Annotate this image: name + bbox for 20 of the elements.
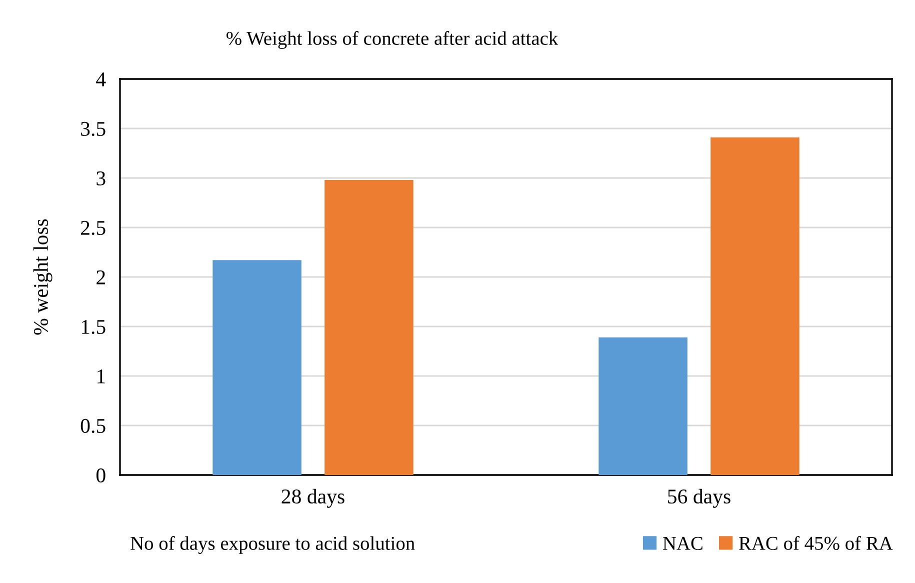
bar xyxy=(598,337,688,475)
bar xyxy=(324,180,414,475)
y-tick-label: 1 xyxy=(98,369,105,384)
bar xyxy=(710,137,800,475)
y-tick-label: 2.5 xyxy=(80,220,106,236)
y-tick-label: 0 xyxy=(96,468,106,482)
bar xyxy=(212,260,302,475)
legend-label: NAC xyxy=(662,536,702,550)
y-tick-label: 3.5 xyxy=(81,122,106,136)
chart-title: % Weight loss of concrete after acid attack xyxy=(226,31,558,49)
y-tick-label: 1.5 xyxy=(82,320,106,334)
y-tick-label: 4 xyxy=(96,72,106,86)
legend-label: RAC of 45% of RA xyxy=(739,536,893,550)
x-tick-label: 56 days xyxy=(668,488,730,508)
y-tick-label: 0.5 xyxy=(80,418,106,434)
y-axis-title: % weight loss xyxy=(33,219,52,335)
x-axis-title: No of days exposure to acid solution xyxy=(130,536,415,554)
y-tick-label: 3 xyxy=(96,171,106,186)
y-tick-label: 2 xyxy=(96,270,105,284)
x-tick-label: 28 days xyxy=(282,488,344,508)
